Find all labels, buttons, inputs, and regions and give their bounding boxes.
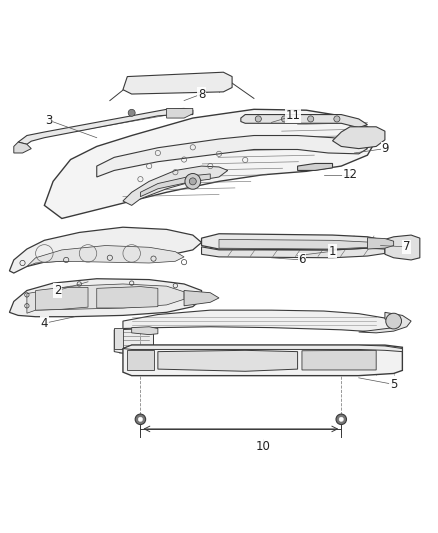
Polygon shape [141, 174, 210, 197]
Polygon shape [184, 290, 219, 306]
Text: 5: 5 [390, 378, 397, 391]
Polygon shape [44, 109, 376, 219]
Text: 2: 2 [54, 284, 61, 297]
Text: 10: 10 [255, 440, 270, 453]
Polygon shape [123, 72, 232, 94]
Polygon shape [219, 239, 376, 249]
Circle shape [282, 116, 288, 122]
Circle shape [138, 417, 143, 422]
Polygon shape [123, 310, 394, 332]
Polygon shape [201, 247, 385, 258]
Text: 7: 7 [403, 240, 410, 253]
Circle shape [185, 174, 201, 189]
Polygon shape [10, 227, 201, 273]
Polygon shape [367, 238, 394, 249]
Polygon shape [27, 284, 184, 313]
Text: 11: 11 [286, 109, 301, 123]
Polygon shape [123, 345, 403, 376]
Polygon shape [97, 135, 367, 177]
Polygon shape [27, 246, 184, 266]
Text: 6: 6 [298, 254, 306, 266]
Polygon shape [302, 350, 376, 370]
Polygon shape [97, 287, 158, 308]
Text: 12: 12 [343, 168, 357, 181]
Polygon shape [123, 345, 403, 352]
Circle shape [189, 178, 196, 185]
Polygon shape [201, 234, 385, 250]
Polygon shape [114, 328, 123, 350]
Text: 4: 4 [41, 317, 48, 330]
Polygon shape [158, 350, 297, 372]
Text: 9: 9 [381, 142, 389, 155]
Circle shape [128, 109, 135, 116]
Polygon shape [14, 142, 31, 153]
Polygon shape [132, 327, 158, 335]
Polygon shape [359, 312, 411, 333]
Text: 1: 1 [329, 245, 336, 258]
Circle shape [307, 116, 314, 122]
Circle shape [334, 116, 340, 122]
Circle shape [339, 417, 343, 422]
Circle shape [255, 116, 261, 122]
Text: 8: 8 [198, 87, 205, 101]
Circle shape [135, 414, 146, 425]
Polygon shape [114, 328, 153, 356]
Polygon shape [10, 279, 201, 317]
Polygon shape [127, 350, 153, 370]
Text: 3: 3 [45, 114, 53, 127]
Polygon shape [35, 287, 88, 310]
Polygon shape [123, 166, 228, 205]
Polygon shape [297, 164, 332, 171]
Polygon shape [18, 108, 193, 144]
Circle shape [336, 414, 346, 425]
Polygon shape [241, 115, 367, 128]
Polygon shape [332, 127, 385, 149]
Polygon shape [166, 108, 193, 118]
Polygon shape [385, 235, 420, 260]
Circle shape [386, 313, 402, 329]
